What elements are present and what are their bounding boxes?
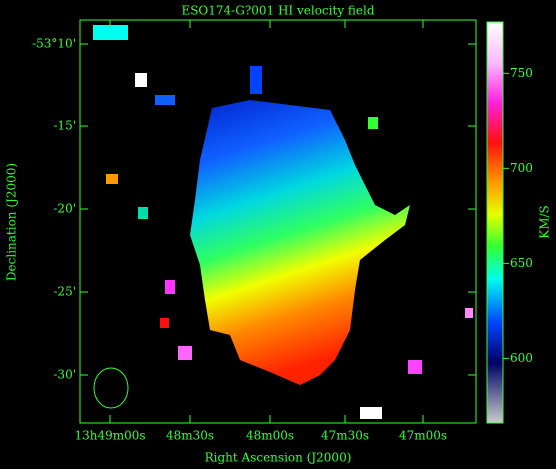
- x-tick-label: 47m00s: [399, 429, 447, 443]
- galaxy: [190, 100, 410, 385]
- colorbar: [486, 21, 504, 424]
- y-tick-label: -25': [53, 285, 76, 299]
- y-tick-label: -30': [53, 368, 76, 382]
- blob: [160, 318, 169, 328]
- blob: [360, 407, 382, 419]
- blob: [138, 207, 148, 219]
- blob: [368, 117, 378, 129]
- colorbar-tick-label: 700: [510, 161, 533, 175]
- beam: [93, 367, 129, 409]
- x-tick-label: 47m30s: [321, 429, 369, 443]
- blob: [250, 66, 262, 94]
- x-tick-label: 13h49m00s: [74, 429, 145, 443]
- blob: [408, 360, 422, 374]
- x-tick-label: 48m00s: [246, 429, 294, 443]
- blob: [155, 95, 175, 105]
- colorbar-label: KM/S: [538, 205, 552, 239]
- blob: [165, 280, 175, 294]
- y-tick-label: -53°10': [32, 37, 76, 51]
- y-axis-label: Declination (J2000): [5, 163, 19, 281]
- y-tick-label: -15': [53, 119, 76, 133]
- colorbar-tick-label: 750: [510, 66, 533, 80]
- blob: [106, 174, 118, 184]
- y-tick-label: -20': [53, 202, 76, 216]
- blob: [178, 346, 192, 360]
- blob: [93, 25, 128, 40]
- x-axis-label: Right Ascension (J2000): [205, 451, 352, 465]
- chart-title: ESO174-G?001 HI velocity field: [181, 4, 374, 18]
- blob: [135, 73, 147, 87]
- x-tick-label: 48m30s: [166, 429, 214, 443]
- colorbar-tick-label: 600: [510, 351, 533, 365]
- colorbar-tick-label: 650: [510, 256, 533, 270]
- blob: [465, 308, 473, 318]
